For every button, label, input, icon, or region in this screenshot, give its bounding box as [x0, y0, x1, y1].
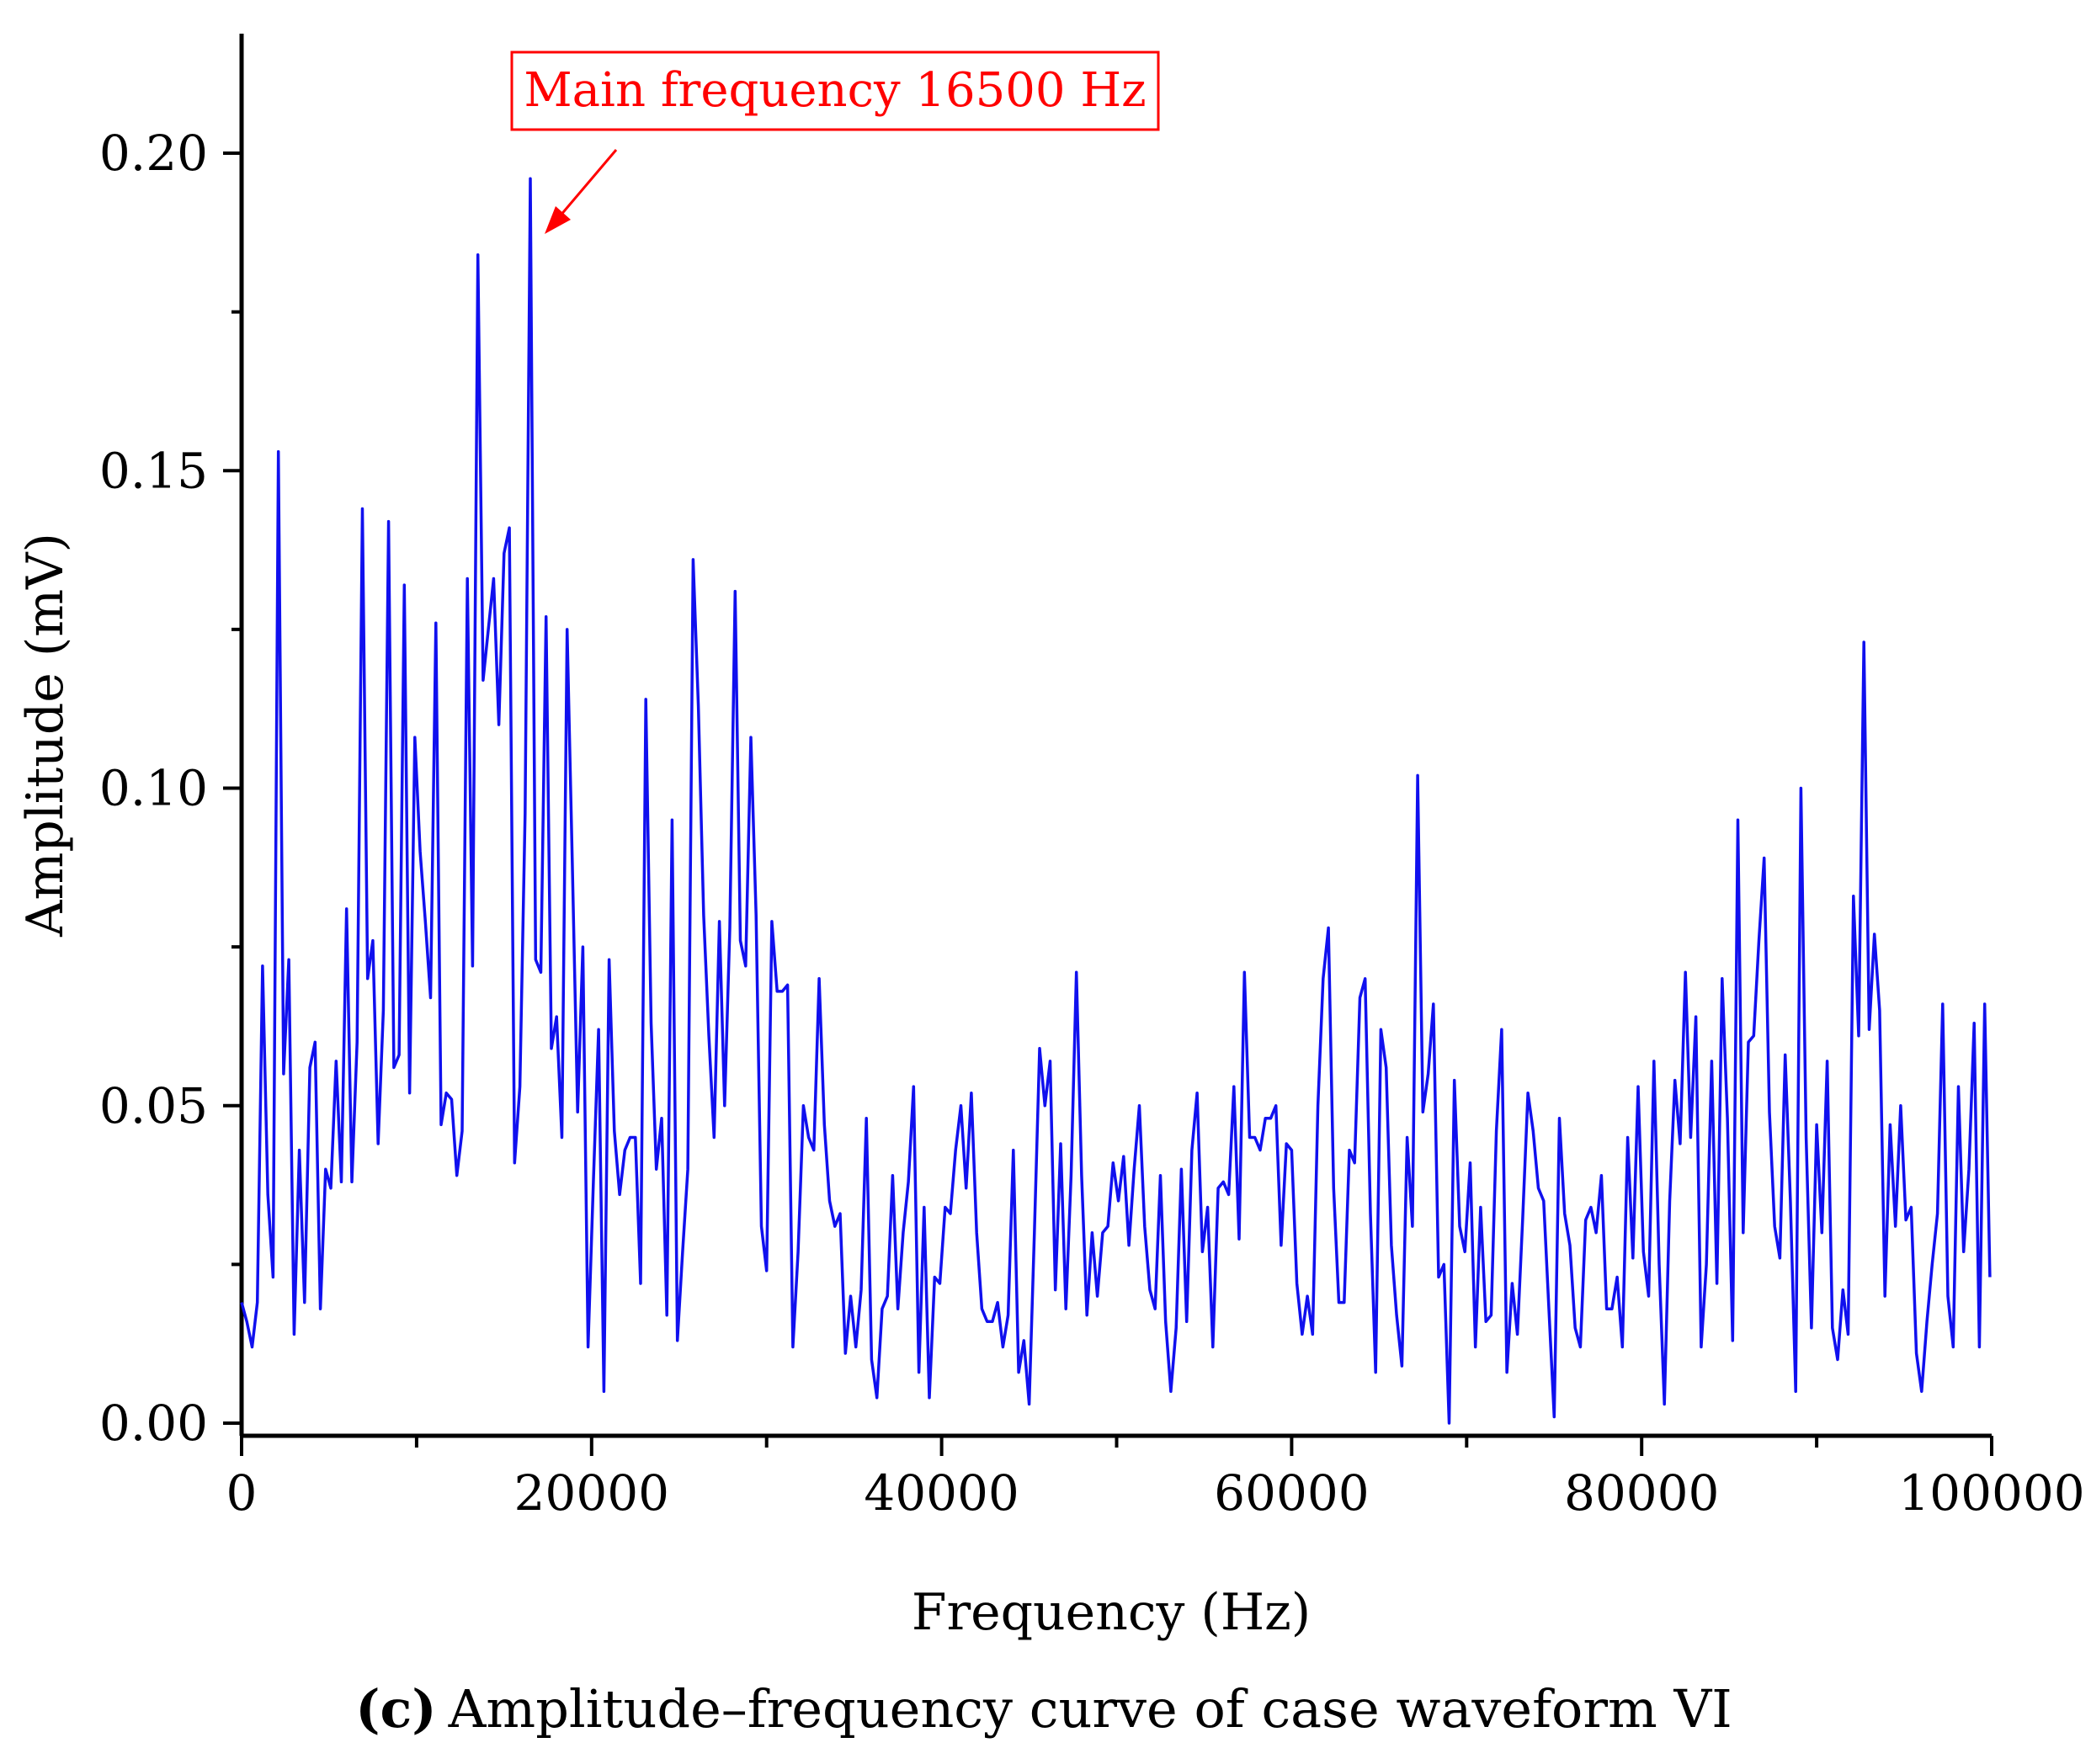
annotation-arrow-head — [545, 206, 571, 234]
series-line-amplitude — [240, 177, 1992, 1425]
x-tick-label: 20000 — [514, 1464, 670, 1522]
figure-caption: (c) Amplitude–frequency curve of case wav… — [355, 1678, 1732, 1740]
x-tick-label: 60000 — [1214, 1464, 1370, 1522]
x-tick-label: 0 — [226, 1464, 258, 1522]
y-tick-label: 0.20 — [99, 125, 208, 182]
x-tick-label: 80000 — [1564, 1464, 1720, 1522]
annotation: Main frequency 16500 Hz — [510, 50, 1160, 234]
y-tick-label: 0.15 — [99, 442, 208, 499]
axis-tick-labels: 0 20000 40000 60000 80000 100000 0.00 0.05 0.10 0… — [99, 125, 2085, 1522]
axis-ticks — [223, 151, 1993, 1456]
y-tick-label: 0.00 — [99, 1395, 208, 1452]
caption-text: Amplitude–frequency curve of case wavefo… — [448, 1678, 1732, 1740]
y-tick-label: 0.10 — [99, 760, 208, 817]
annotation-box — [510, 50, 1160, 131]
annotation-arrow-line — [558, 149, 618, 217]
caption-label: (c) — [355, 1678, 436, 1740]
x-axis-title: Frequency (Hz) — [912, 1583, 1311, 1642]
x-tick-label: 40000 — [864, 1464, 1019, 1522]
x-tick-label: 100000 — [1898, 1464, 2084, 1522]
y-tick-label: 0.05 — [99, 1077, 208, 1134]
y-axis-title: Amplitude (mV) — [16, 533, 75, 938]
annotation-text: Main frequency 16500 Hz — [524, 63, 1146, 118]
